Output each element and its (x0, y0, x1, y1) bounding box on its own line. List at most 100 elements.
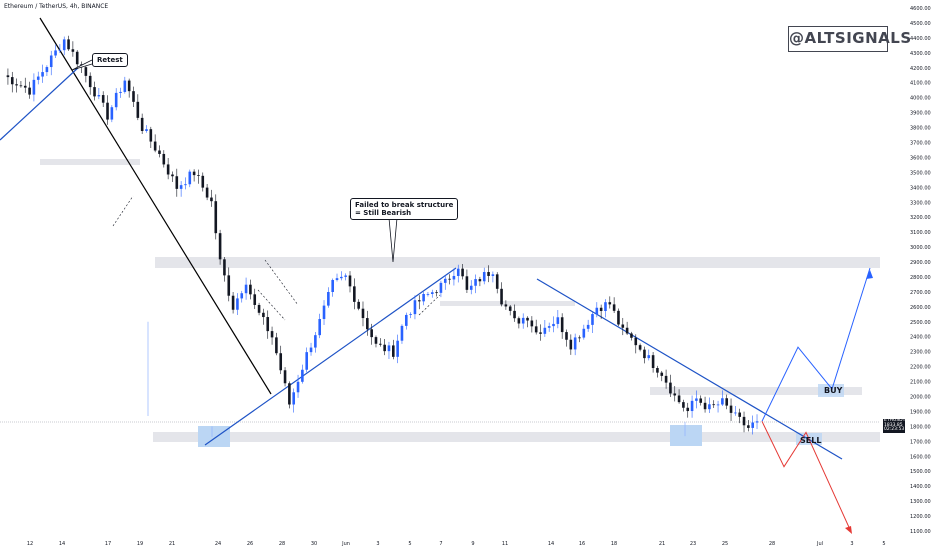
candle-body (608, 302, 612, 305)
candle-body (686, 407, 690, 412)
candle-body (435, 292, 438, 294)
candle-body (422, 293, 425, 302)
retest-callout: Retest (92, 53, 128, 67)
candle-body (699, 398, 703, 403)
price-axis[interactable]: 4600.00 4500.00 4400.00 4300.00 4200.00 4100.… (910, 6, 931, 535)
candle-body (6, 75, 10, 78)
x-tick-label: 24 (215, 541, 221, 547)
candle-body (236, 298, 239, 310)
candle-body (249, 284, 252, 295)
candle-body (478, 279, 482, 282)
candle-body (366, 318, 369, 330)
candle-body (361, 308, 365, 319)
y-tick-label: 4600.00 (910, 6, 931, 12)
candle-body (279, 353, 283, 371)
dashed-structure-lines (112, 195, 441, 321)
y-tick-label: 2100.00 (910, 380, 931, 386)
candle-body (223, 259, 226, 276)
candle-body (552, 323, 555, 327)
candle-body (54, 50, 57, 56)
projections (761, 267, 873, 534)
candle-body (301, 369, 304, 382)
symbol-header[interactable]: Ethereum / TetherUS, 4h, BINANCE (4, 3, 109, 10)
candle-body (543, 327, 547, 334)
candle-body (660, 372, 664, 376)
candle-body (318, 319, 321, 336)
candle-body (322, 305, 326, 320)
y-tick-label: 1400.00 (910, 484, 931, 490)
zone-1740 (153, 432, 880, 442)
candle-body (530, 320, 534, 327)
candle-body (413, 300, 417, 315)
retest-label: Retest (97, 56, 123, 64)
y-tick-label: 3400.00 (910, 185, 931, 191)
trendlines (0, 17, 843, 460)
x-tick-label: 21 (659, 541, 665, 547)
last-price-tag: ETHUSDT 1833.85 02:23:53 (883, 418, 905, 433)
candle-body (205, 187, 209, 198)
candle-body (75, 51, 79, 65)
candle-body (392, 345, 395, 357)
candle-body (469, 285, 473, 290)
candle-body (604, 302, 607, 312)
candle-body (417, 300, 421, 302)
x-tick-label: 3 (850, 541, 853, 547)
candle-body (695, 398, 698, 401)
candle-body (677, 395, 681, 403)
x-tick-label: 19 (137, 541, 143, 547)
candle-body (443, 278, 447, 283)
candle-body (197, 175, 200, 176)
candle-body (578, 337, 581, 339)
candle-body (218, 233, 222, 260)
time-axis[interactable]: 12 14 17 19 21 24 26 28 30 Jun 3 5 7 9 11 14 16 18 21 23 25 2… (27, 541, 886, 547)
y-tick-label: 1200.00 (910, 514, 931, 520)
y-tick-label: 2700.00 (910, 290, 931, 296)
blue-zone-left (198, 426, 230, 447)
projection-up-arrowhead (866, 270, 873, 279)
zones (40, 159, 880, 447)
candle-body (171, 174, 174, 177)
candle-body (426, 293, 430, 295)
y-tick-label: 2300.00 (910, 350, 931, 356)
candle-body (638, 345, 642, 350)
candle-body (591, 314, 594, 325)
candle-body (119, 91, 122, 93)
x-tick-label: 30 (311, 541, 317, 547)
candle-body (327, 291, 330, 306)
retest-callout-pointer (71, 59, 93, 71)
candle-body (32, 79, 36, 95)
candle-body (309, 347, 313, 353)
blue-zone-right (670, 425, 702, 446)
candle-body (15, 84, 18, 86)
candle-body (491, 274, 495, 276)
zone-3570 (40, 159, 140, 165)
zone-2620 (440, 301, 575, 306)
candle-body (409, 314, 412, 315)
x-tick-label: 9 (471, 541, 474, 547)
candle-body (656, 368, 659, 373)
candle-body (184, 184, 187, 186)
y-tick-label: 2200.00 (910, 365, 931, 371)
y-tick-label: 3800.00 (910, 126, 931, 132)
candle-body (140, 117, 144, 131)
x-tick-label: 12 (27, 541, 33, 547)
x-tick-label: 5 (408, 541, 411, 547)
candle-body (292, 392, 296, 405)
candle-body (599, 307, 603, 312)
candle-body (262, 312, 265, 318)
candle-body (539, 332, 542, 334)
sell-label: SELL (800, 436, 822, 445)
zone-2880 (155, 257, 880, 268)
y-tick-label: 2600.00 (910, 305, 931, 311)
candle-body (630, 333, 633, 338)
candle-body (517, 318, 521, 324)
candle-body (400, 325, 404, 341)
candle-body (383, 344, 386, 352)
candle-body (188, 171, 192, 185)
candle-body (482, 272, 486, 282)
y-tick-label: 3200.00 (910, 215, 931, 221)
candle-body (643, 349, 646, 359)
candle-body (28, 87, 31, 95)
y-tick-label: 2800.00 (910, 275, 931, 281)
